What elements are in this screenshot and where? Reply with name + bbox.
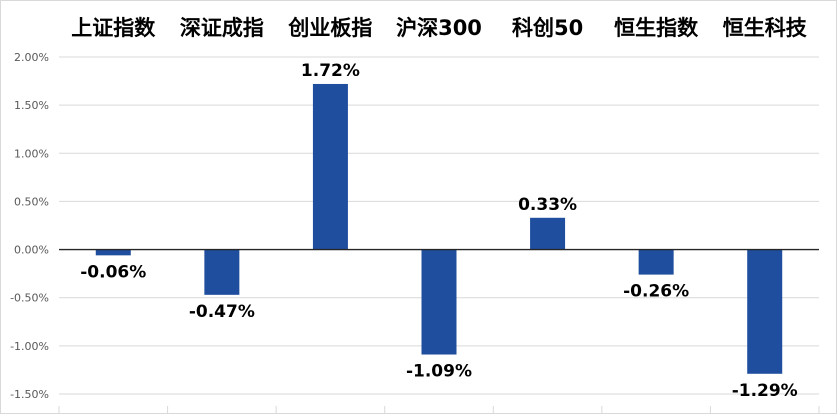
y-tick-label: 0.00%	[14, 244, 49, 257]
y-tick-label: -1.50%	[10, 388, 49, 401]
category-label: 恒生指数	[614, 16, 699, 40]
category-label: 深证成指	[180, 16, 264, 40]
category-label: 创业板指	[287, 16, 372, 40]
bar	[204, 249, 240, 295]
bar	[312, 83, 348, 250]
data-label: -1.29%	[732, 381, 798, 401]
category-label: 科创50	[512, 16, 583, 40]
y-tick-label: 2.00%	[14, 51, 49, 64]
y-tick-label: 1.50%	[14, 99, 49, 112]
data-label: -0.06%	[80, 262, 146, 282]
bar	[747, 249, 783, 374]
bar	[421, 249, 457, 355]
y-tick-label: 0.50%	[14, 195, 49, 208]
y-tick-label: -1.00%	[10, 340, 49, 353]
data-label: 0.33%	[518, 195, 577, 215]
data-label: 1.72%	[301, 61, 360, 81]
bar	[530, 217, 566, 250]
y-tick-label: -0.50%	[10, 292, 49, 305]
bar	[95, 249, 131, 256]
category-label: 上证指数	[71, 16, 156, 40]
y-tick-label: 1.00%	[14, 147, 49, 160]
data-label: -1.09%	[406, 362, 472, 382]
category-label: 沪深300	[396, 16, 482, 40]
data-label: -0.26%	[623, 282, 689, 302]
category-label: 恒生科技	[723, 16, 808, 40]
data-label: -0.47%	[189, 302, 255, 322]
bar	[638, 249, 674, 275]
